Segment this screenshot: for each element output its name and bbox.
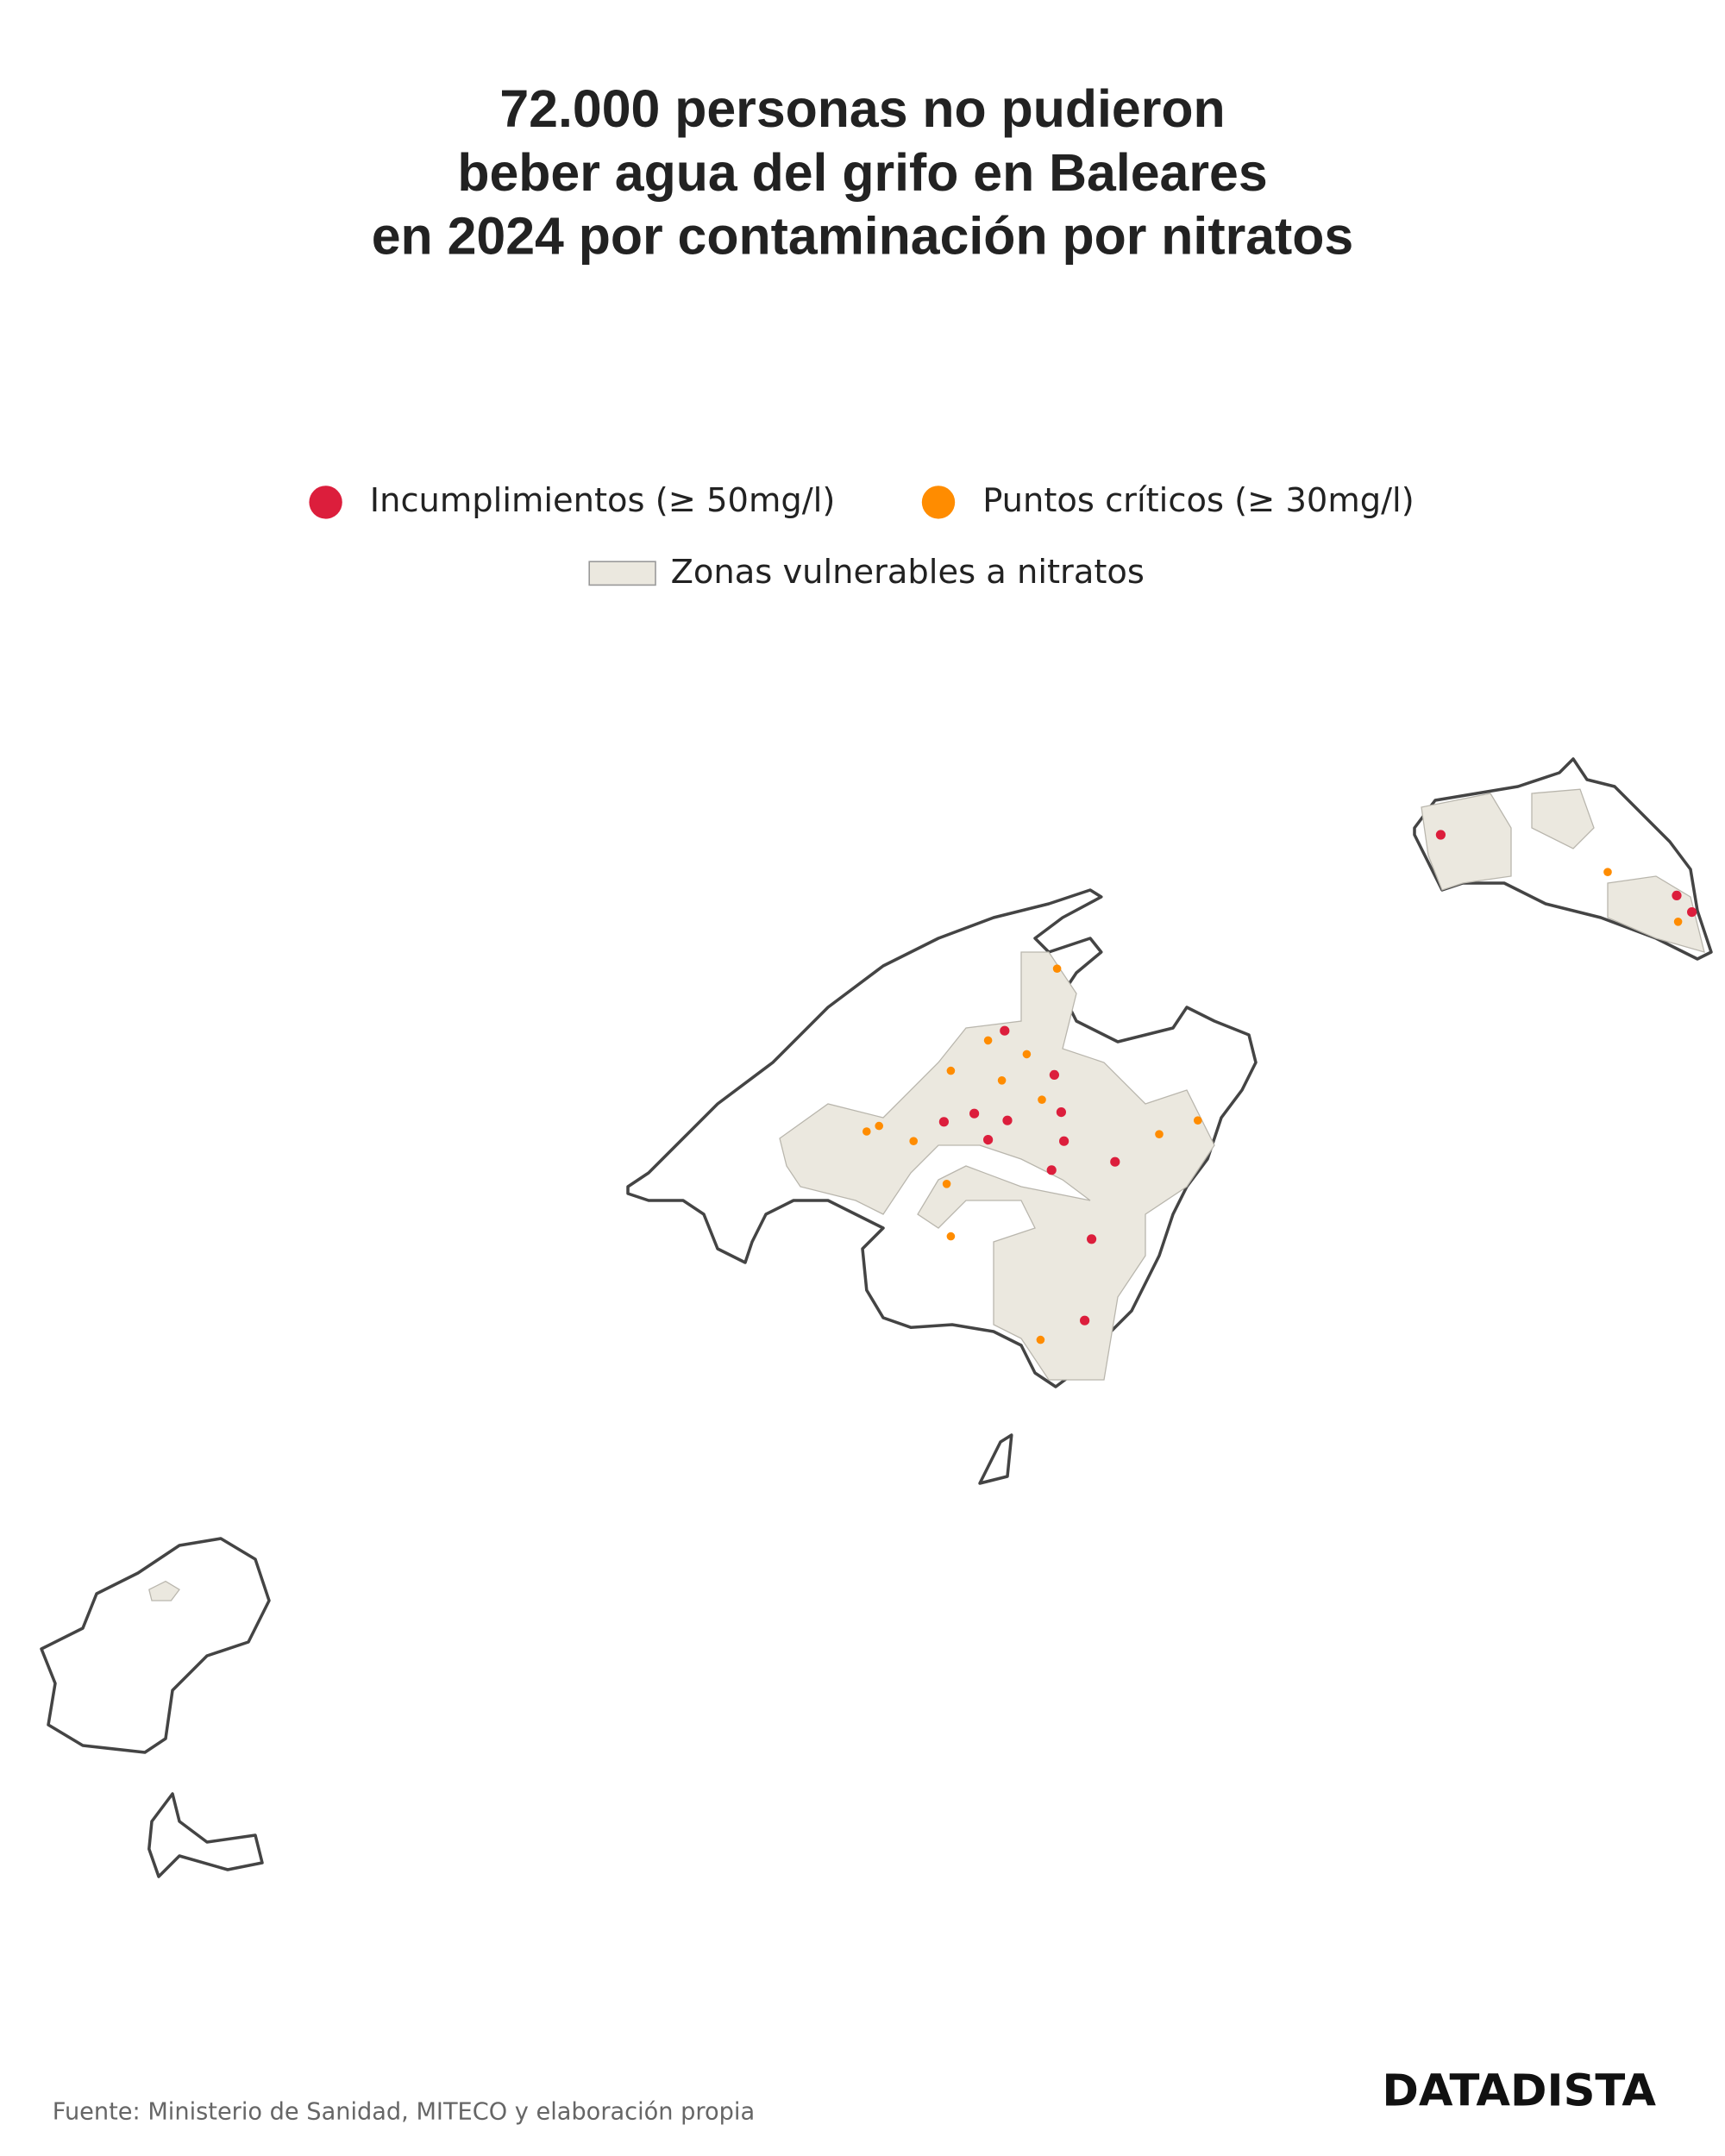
point bbox=[1194, 1116, 1202, 1125]
point bbox=[1052, 964, 1062, 973]
point bbox=[1056, 1107, 1066, 1118]
point bbox=[946, 1232, 956, 1241]
legend-label: Puntos críticos (≥ 30mg/l) bbox=[982, 481, 1414, 520]
point bbox=[1672, 890, 1682, 900]
title-line: beber agua del grifo en Baleares bbox=[457, 143, 1267, 202]
legend-swatch bbox=[309, 486, 342, 519]
point bbox=[1110, 1156, 1120, 1167]
source: Fuente: Ministerio de Sanidad, MITECO y … bbox=[53, 2099, 755, 2126]
logo: DATADISTA bbox=[1382, 2065, 1656, 2117]
points bbox=[862, 830, 1697, 1344]
title-line: en 2024 por contaminación por nitratos bbox=[372, 206, 1354, 265]
point bbox=[1046, 1165, 1057, 1175]
ibiza bbox=[40, 1537, 271, 1754]
point bbox=[1687, 907, 1697, 918]
cabrera bbox=[978, 1433, 1013, 1485]
point bbox=[1038, 1095, 1046, 1104]
point bbox=[862, 1127, 871, 1136]
point bbox=[909, 1137, 918, 1145]
point bbox=[875, 1121, 883, 1131]
point bbox=[997, 1076, 1007, 1085]
title-line: 72.000 personas no pudieron bbox=[499, 79, 1225, 138]
point bbox=[1087, 1234, 1097, 1244]
point bbox=[946, 1066, 956, 1075]
legend-swatch bbox=[588, 561, 656, 586]
point bbox=[983, 1036, 993, 1045]
point bbox=[1155, 1130, 1164, 1138]
point bbox=[1000, 1025, 1010, 1036]
vulnerable-zone bbox=[148, 1580, 180, 1601]
islands bbox=[40, 757, 1713, 1878]
point bbox=[1002, 1115, 1013, 1125]
legend-label: Incumplimientos (≥ 50mg/l) bbox=[370, 481, 836, 520]
vulnerable-zone bbox=[779, 951, 1215, 1381]
point bbox=[1022, 1050, 1032, 1059]
legend-label: Zonas vulnerables a nitratos bbox=[671, 553, 1145, 592]
point bbox=[1036, 1335, 1045, 1344]
point bbox=[942, 1180, 951, 1188]
point bbox=[1080, 1315, 1090, 1326]
point bbox=[1049, 1069, 1059, 1080]
point bbox=[983, 1135, 994, 1145]
legend-swatch bbox=[921, 486, 956, 519]
vulnerable-zone bbox=[1421, 793, 1512, 891]
formentera bbox=[147, 1792, 264, 1878]
point bbox=[938, 1117, 949, 1127]
point bbox=[1059, 1136, 1070, 1146]
point bbox=[1673, 918, 1683, 926]
point bbox=[1603, 868, 1612, 876]
point bbox=[969, 1108, 980, 1119]
vulnerable-zone bbox=[1531, 788, 1595, 849]
point bbox=[1435, 830, 1446, 840]
